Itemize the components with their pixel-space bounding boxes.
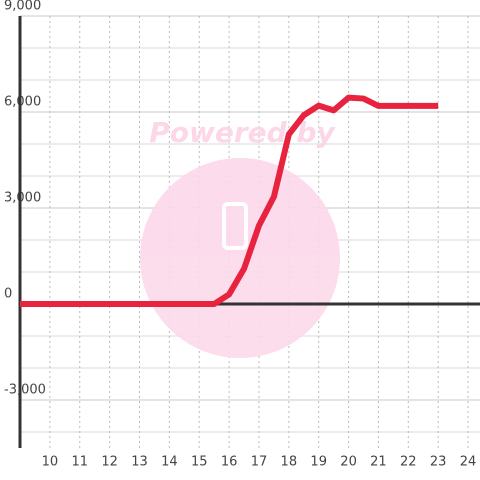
x-tick-label: 24 xyxy=(460,455,477,470)
x-tick-label: 16 xyxy=(221,455,238,470)
watermark-text: Powered by xyxy=(149,116,336,149)
x-tick-label: 10 xyxy=(42,455,59,470)
x-tick-label: 23 xyxy=(430,455,447,470)
x-tick-label: 11 xyxy=(71,455,88,470)
x-tick-label: 14 xyxy=(161,455,178,470)
x-tick-label: 12 xyxy=(101,455,118,470)
x-tick-label: 15 xyxy=(191,455,208,470)
x-tick-label: 22 xyxy=(400,455,417,470)
watermark: Powered by xyxy=(140,116,340,358)
x-tick-label: 17 xyxy=(251,455,268,470)
y-tick-label: 3,000 xyxy=(4,191,41,206)
y-tick-label: 9,000 xyxy=(4,0,41,14)
y-tick-label: 6,000 xyxy=(4,95,41,110)
series-line xyxy=(20,94,439,307)
x-tick-label: 21 xyxy=(370,455,387,470)
y-tick-label: -3,000 xyxy=(4,383,46,398)
watermark-logo xyxy=(140,158,340,358)
x-tick-label: 13 xyxy=(131,455,148,470)
watermark-icon xyxy=(222,202,248,250)
y-tick-label: 0 xyxy=(4,287,12,302)
x-tick-label: 20 xyxy=(340,455,357,470)
x-tick-label: 18 xyxy=(281,455,298,470)
x-tick-label: 19 xyxy=(310,455,327,470)
